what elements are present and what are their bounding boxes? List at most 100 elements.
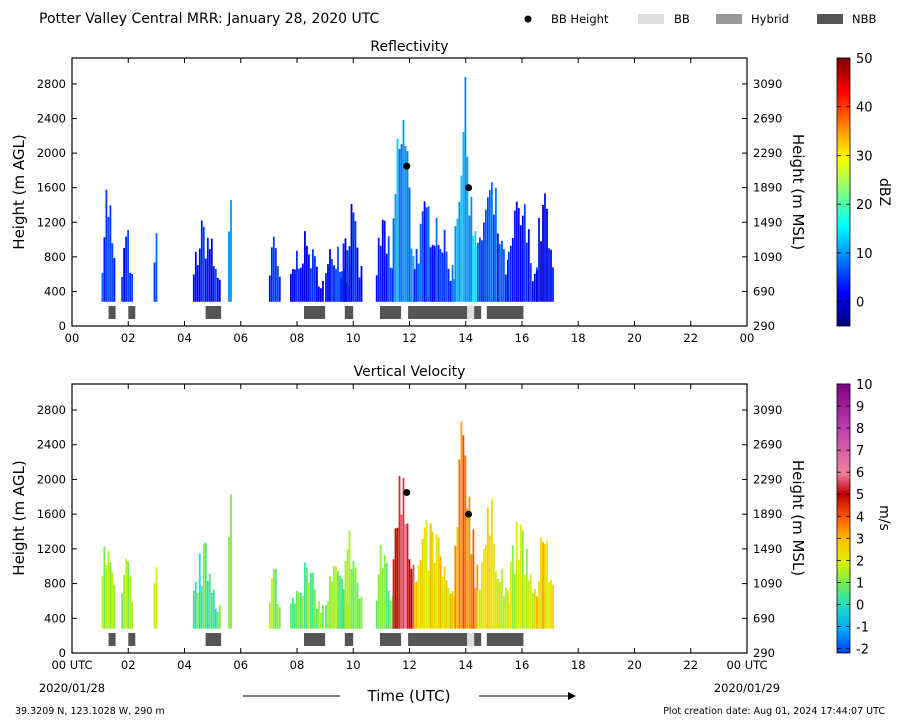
reflectivity-y-tick-label-right: 1890 [753,181,782,195]
velocity-colorbar-tick-label: -1 [856,621,869,636]
reflectivity-echo-region [536,193,554,302]
velocity-echo-column [501,569,503,629]
reflectivity-echo-column [310,268,312,302]
velocity-echo-column [218,605,221,629]
reflectivity-echo-column [216,277,219,302]
reflectivity-x-tick-label: 06 [233,331,248,345]
reflectivity-bb-type-segment [408,306,468,319]
reflectivity-echo-column [274,248,277,302]
reflectivity-echo-column [552,267,554,302]
reflectivity-echo-region [413,201,456,302]
reflectivity-y-tick-label: 1600 [37,181,66,195]
velocity-echo-column [292,597,294,629]
velocity-echo-column [268,602,271,629]
velocity-echo-column [410,568,413,629]
velocity-x-tick-label: 22 [683,658,698,672]
reflectivity-echo-column [493,214,495,302]
velocity-echo-column [412,565,415,629]
reflectivity-echo-column [533,273,536,302]
reflectivity-echo-column [105,189,108,302]
velocity-echo-column [513,573,516,629]
reflectivity-echo-column [123,248,125,302]
reflectivity-echo-column [402,120,405,302]
reflectivity-echo-column [536,270,538,302]
reflectivity-y-tick-label-right: 2690 [753,112,782,126]
x-axis-label: Time (UTC) [367,687,451,705]
reflectivity-y-tick-label: 2800 [37,77,66,91]
reflectivity-echo-column [501,240,503,302]
velocity-echo-region [153,567,158,629]
velocity-echo-column [333,565,335,629]
velocity-echo-column [437,538,440,629]
reflectivity-echo-region [477,182,509,302]
velocity-echo-region [228,494,232,629]
reflectivity-echo-column [329,249,331,302]
reflectivity-echo-column [312,249,314,302]
velocity-echo-column [342,589,345,629]
velocity-echo-column [129,576,131,629]
velocity-colorbar-label: m/s [876,505,892,531]
velocity-colorbar-tick-label: 7 [856,444,864,459]
velocity-echo-column [375,600,378,629]
legend-nbb-swatch [817,14,843,24]
velocity-echo-column [278,607,281,629]
reflectivity-echo-column [507,251,510,302]
velocity-y-tick-label-right: 690 [753,611,775,625]
velocity-bb-type-segment [128,633,136,646]
velocity-bb-type-segment [486,633,524,646]
velocity-x-tick-label: 18 [571,658,586,672]
velocity-echo-region [268,568,281,629]
reflectivity-echo-column [125,236,127,302]
velocity-echo-column [316,608,318,629]
velocity-echo-column [339,575,341,629]
velocity-echo-column [458,459,461,629]
reflectivity-bb-type-segment [474,306,482,319]
velocity-x-tick-label: 12 [402,658,417,672]
velocity-echo-column [196,592,199,629]
velocity-echo-column [356,582,359,629]
reflectivity-echo-column [342,243,345,302]
velocity-echo-column [548,582,550,629]
velocity-data [101,421,554,646]
velocity-echo-column [101,576,104,629]
velocity-echo-column [385,563,388,629]
velocity-bb-type-segment [408,633,468,646]
reflectivity-x-tick-label: 00 [740,331,755,345]
reflectivity-echo-column [509,245,512,302]
velocity-echo-column [208,573,211,629]
reflectivity-echo-column [406,151,409,302]
velocity-echo-column [525,548,528,629]
reflectivity-colorbar-label: dBZ [876,178,892,206]
velocity-colorbar-tick-label: 8 [856,422,864,437]
figure-legend: BB Height BB Hybrid NBB [524,12,876,26]
velocity-bb-height-point [403,489,411,496]
reflectivity-echo-column [320,288,322,302]
reflectivity-echo-region [153,233,158,302]
velocity-echo-column [155,567,158,629]
reflectivity-echo-column [153,262,156,302]
velocity-echo-column [529,574,532,629]
reflectivity-echo-column [387,236,390,302]
reflectivity-echo-column [325,273,327,302]
reflectivity-echo-column [346,250,349,302]
velocity-echo-column [103,546,106,629]
reflectivity-y-tick-label: 400 [44,284,66,298]
legend-nbb-label: NBB [852,12,876,26]
reflectivity-bb-height-point [403,162,411,170]
reflectivity-echo-column [487,197,489,302]
velocity-echo-column [348,530,351,629]
velocity-echo-column [346,549,349,629]
velocity-echo-column [153,583,156,629]
velocity-bb-type-segment [205,633,222,646]
reflectivity-colorbar: 0 10 20 30 40 50 [836,52,873,327]
velocity-echo-column [109,562,112,629]
velocity-echo-column [466,508,469,629]
velocity-echo-column [335,566,337,629]
reflectivity-x-tick-label: 00 [65,331,80,345]
velocity-echo-region [413,520,456,629]
velocity-echo-column [481,562,483,629]
reflectivity-echo-column [497,233,499,302]
velocity-y-tick-label-right: 1490 [753,542,782,556]
velocity-y-tick-label-right: 3090 [753,403,782,417]
